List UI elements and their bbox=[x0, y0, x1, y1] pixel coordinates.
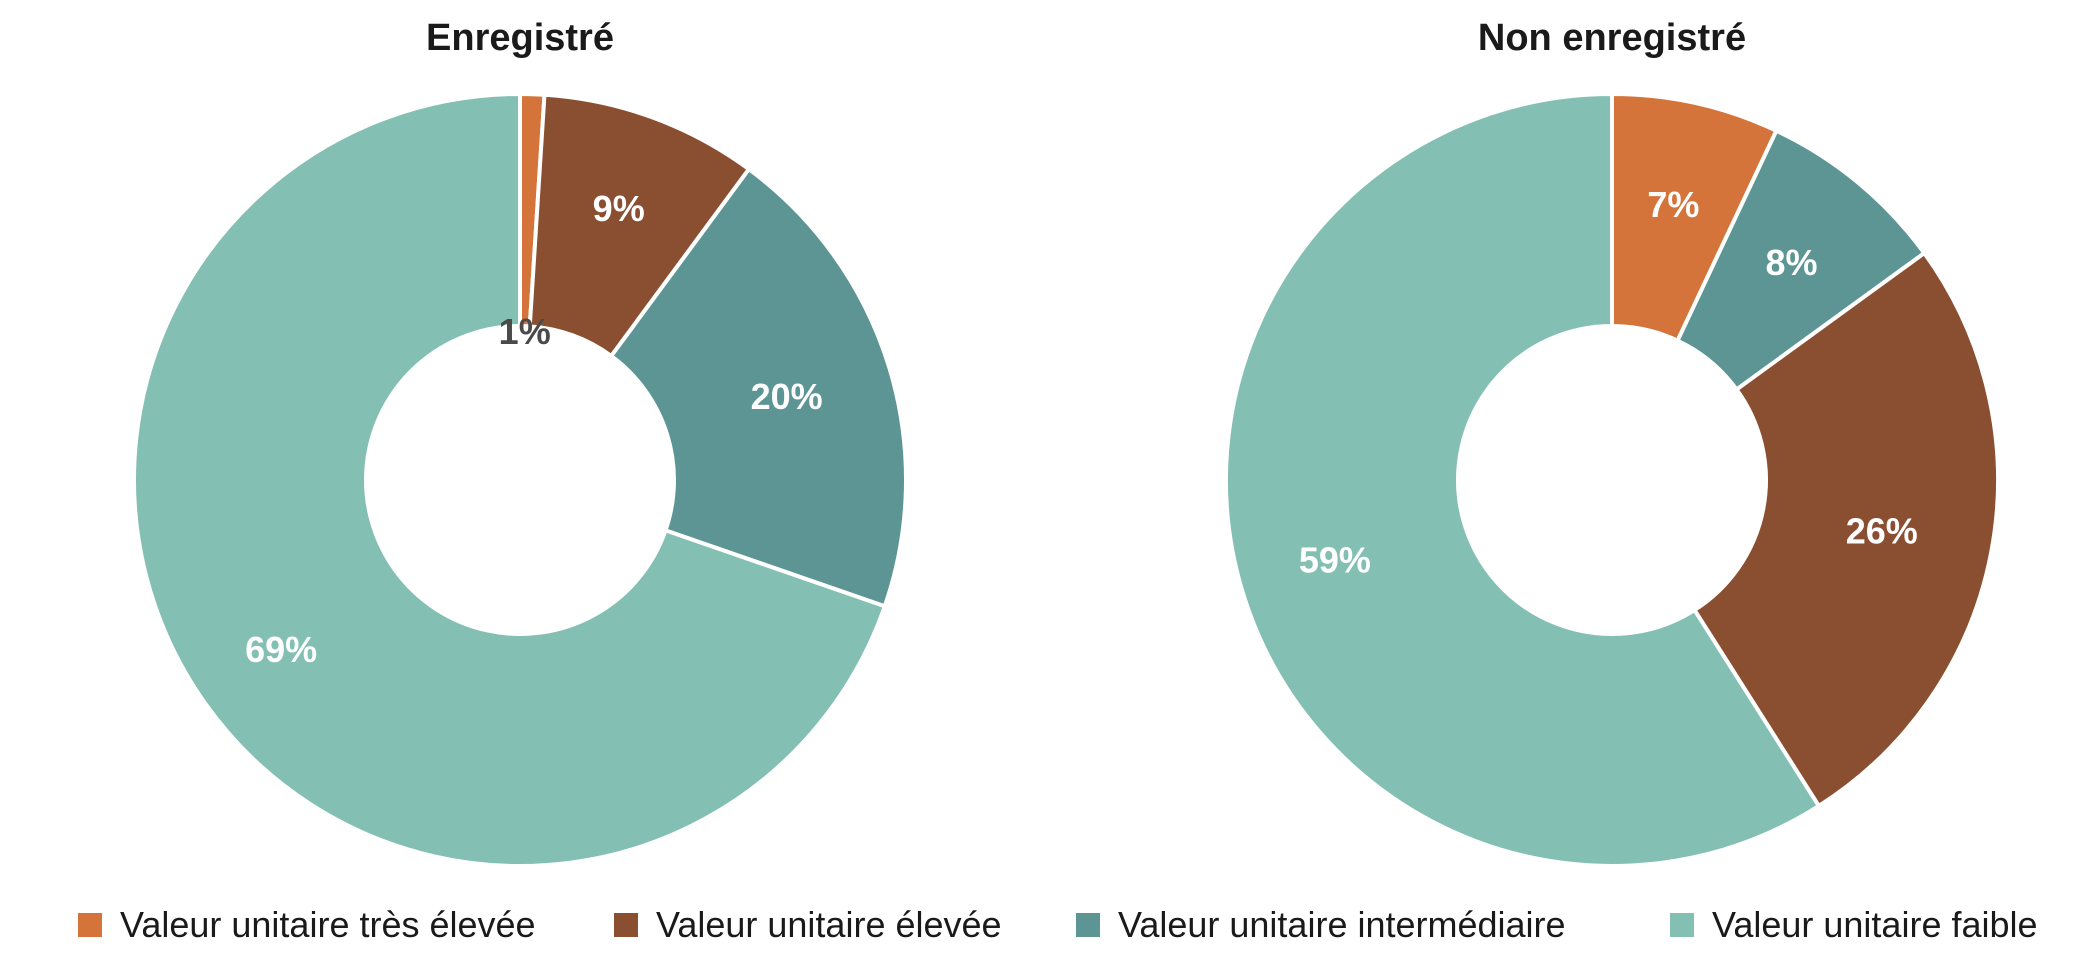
chart-title-enregistre: Enregistré bbox=[426, 17, 614, 59]
slice-labels-enregistre: 1% 9% 20% 69% bbox=[245, 188, 823, 670]
slice-label-valeur-unitaire-faible: 69% bbox=[245, 629, 317, 670]
slice-label-valeur-unitaire-intermediaire: 8% bbox=[1765, 242, 1817, 283]
slice-valeur-unitaire-elevee bbox=[527, 92, 751, 358]
slices-non-enregistre bbox=[1224, 92, 2000, 868]
legend-label-very-high: Valeur unitaire très élevée bbox=[120, 904, 536, 945]
slice-valeur-unitaire-elevee bbox=[1692, 251, 2000, 808]
slice-label-valeur-unitaire-tres-elevee: 7% bbox=[1647, 184, 1699, 225]
slice-labels-non-enregistre: 7% 8% 26% 59% bbox=[1299, 184, 1918, 580]
slice-label-valeur-unitaire-intermediaire: 20% bbox=[751, 376, 823, 417]
slice-label-valeur-unitaire-tres-elevee: 1% bbox=[499, 311, 551, 352]
legend-item-high: Valeur unitaire élevée bbox=[614, 904, 1002, 945]
slice-label-valeur-unitaire-faible: 59% bbox=[1299, 540, 1371, 581]
legend-label-high: Valeur unitaire élevée bbox=[656, 904, 1002, 945]
legend-swatch-very-high bbox=[78, 913, 102, 937]
slices-enregistre bbox=[132, 92, 908, 868]
chart-non-enregistre: Non enregistré 7% 8% 26% 59% bbox=[1224, 17, 2000, 868]
legend-item-low: Valeur unitaire faible bbox=[1670, 904, 2038, 945]
legend-swatch-intermediate bbox=[1076, 913, 1100, 937]
chart-enregistre: Enregistré 1% 9% 20% 69% bbox=[132, 17, 908, 868]
legend-item-intermediate: Valeur unitaire intermédiaire bbox=[1076, 904, 1566, 945]
slice-valeur-unitaire-intermediaire bbox=[609, 167, 908, 609]
slice-valeur-unitaire-faible bbox=[132, 92, 887, 868]
legend-label-low: Valeur unitaire faible bbox=[1712, 904, 2038, 945]
legend-swatch-low bbox=[1670, 913, 1694, 937]
slice-label-valeur-unitaire-elevee: 26% bbox=[1846, 510, 1918, 551]
legend-swatch-high bbox=[614, 913, 638, 937]
chart-title-non-enregistre: Non enregistré bbox=[1478, 17, 1746, 59]
slice-valeur-unitaire-faible bbox=[1224, 92, 1821, 868]
legend-label-intermediate: Valeur unitaire intermédiaire bbox=[1118, 904, 1566, 945]
legend: Valeur unitaire très élevée Valeur unita… bbox=[78, 904, 2038, 945]
legend-item-very-high: Valeur unitaire très élevée bbox=[78, 904, 536, 945]
slice-label-valeur-unitaire-elevee: 9% bbox=[593, 188, 645, 229]
